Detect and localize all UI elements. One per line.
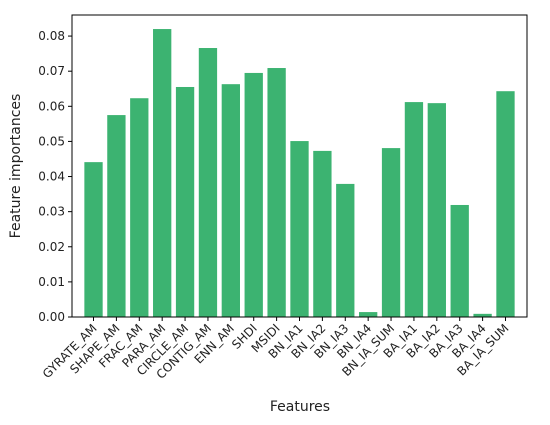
bar bbox=[359, 312, 378, 317]
bar bbox=[267, 68, 286, 318]
bar bbox=[450, 204, 469, 317]
y-tick-label: 0.03 bbox=[38, 205, 65, 219]
bar bbox=[381, 148, 401, 317]
y-tick-label: 0.06 bbox=[38, 99, 65, 113]
bar bbox=[130, 98, 149, 317]
y-tick-label: 0.08 bbox=[38, 29, 65, 43]
bar bbox=[153, 29, 172, 318]
bar bbox=[84, 162, 103, 317]
bar bbox=[313, 150, 332, 317]
bar bbox=[404, 102, 424, 317]
bar bbox=[175, 86, 195, 317]
bar bbox=[496, 91, 515, 317]
y-tick-label: 0.05 bbox=[38, 134, 65, 148]
plot-frame bbox=[71, 14, 528, 318]
y-tick-label: 0.02 bbox=[38, 240, 65, 254]
bar bbox=[198, 48, 218, 317]
x-axis-title: Features bbox=[270, 399, 330, 415]
y-tick-label: 0.00 bbox=[38, 310, 65, 324]
bar bbox=[290, 141, 309, 317]
y-tick-label: 0.01 bbox=[38, 275, 65, 289]
bar bbox=[336, 183, 355, 317]
y-axis-title: Feature importances bbox=[8, 94, 24, 239]
bar bbox=[221, 84, 240, 317]
bar bbox=[473, 313, 492, 317]
y-tick-label: 0.04 bbox=[38, 170, 65, 184]
bar bbox=[427, 103, 446, 317]
bar bbox=[244, 72, 263, 317]
bar bbox=[107, 115, 126, 318]
y-tick-label: 0.07 bbox=[38, 64, 65, 78]
